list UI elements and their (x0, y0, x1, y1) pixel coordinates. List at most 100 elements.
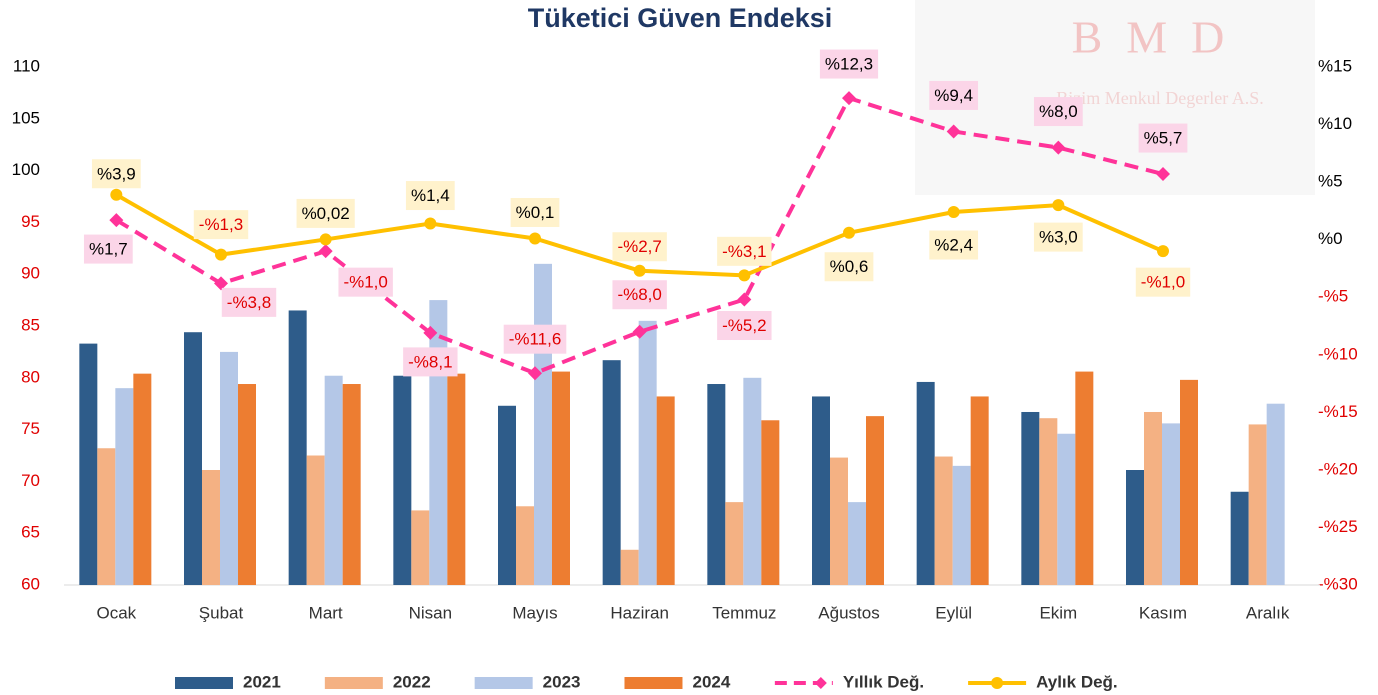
watermark: BMD (1072, 12, 1249, 63)
x-tick-label: Ocak (96, 603, 136, 622)
x-tick-label: Mart (309, 603, 343, 622)
data-label-text: -%1,3 (199, 215, 243, 234)
bar (220, 351, 238, 585)
bar (638, 320, 657, 585)
y-tick-label: 80 (21, 367, 40, 386)
x-tick-label: Mayıs (512, 603, 557, 622)
bar (1075, 371, 1094, 585)
data-label: -%1,0 (1135, 267, 1191, 297)
bar (202, 470, 220, 585)
y2-tick-label: -%10 (1318, 344, 1358, 363)
y-tick-label: 95 (21, 212, 40, 231)
x-tick-label: Haziran (610, 603, 669, 622)
y-tick-label: 70 (21, 471, 40, 490)
bar (534, 263, 552, 585)
bar (411, 510, 430, 585)
bar (288, 310, 307, 585)
legend-label: 2021 (243, 672, 281, 691)
data-label: %0,02 (296, 198, 355, 228)
data-label-bg (612, 232, 667, 262)
data-label: -%5,2 (717, 311, 772, 341)
bar (498, 405, 516, 585)
data-label-text: -%1,0 (343, 273, 387, 292)
y-tick-label: 90 (21, 264, 40, 283)
data-label: -%1,0 (338, 267, 393, 297)
bar (830, 457, 848, 585)
bar (656, 396, 675, 585)
x-tick-label: Şubat (199, 603, 244, 622)
x-tick-label: Ağustos (818, 603, 879, 622)
marker (947, 206, 960, 219)
bar (866, 416, 884, 585)
data-label-text: %0,6 (830, 257, 869, 276)
bar (1039, 418, 1058, 585)
data-label-bg (503, 324, 567, 354)
data-label: %0,1 (510, 197, 560, 227)
bar (1162, 423, 1180, 585)
legend-label: 2022 (393, 672, 431, 691)
bar (1180, 379, 1198, 585)
data-label-bg (929, 80, 979, 110)
legend-swatch (175, 677, 233, 689)
data-label: %12,3 (819, 49, 879, 79)
data-label-bg (91, 159, 141, 189)
legend-label: Yıllık Değ. (843, 672, 924, 691)
data-label-text: %2,4 (934, 236, 973, 255)
y2-tick-label: %5 (1318, 172, 1343, 191)
bar (761, 420, 780, 585)
data-label-bg (403, 347, 458, 377)
data-label: -%2,7 (612, 232, 667, 262)
marker (946, 124, 961, 139)
y-tick-label: 60 (21, 574, 40, 593)
marker (632, 324, 647, 339)
bar (238, 384, 256, 585)
data-label-bg (83, 234, 133, 264)
data-label-text: -%8,0 (617, 285, 661, 304)
data-label-text: %0,02 (302, 204, 350, 223)
x-tick-label: Aralık (1246, 603, 1290, 622)
bar (1021, 411, 1040, 585)
data-label: -%3,8 (221, 287, 277, 317)
data-label: %0,6 (824, 252, 874, 282)
bar (620, 549, 639, 585)
marker (319, 233, 332, 246)
data-label: %1,7 (83, 234, 133, 264)
bar (725, 502, 744, 585)
data-label-text: -%8,1 (408, 352, 452, 371)
bar (1230, 491, 1249, 585)
y2-tick-label: -%15 (1318, 402, 1358, 421)
data-label-bg (612, 280, 667, 310)
legend-swatch (624, 677, 683, 689)
data-label-text: -%1,0 (1141, 273, 1185, 292)
data-label: -%3,1 (717, 236, 772, 266)
data-label-text: %12,3 (825, 55, 873, 74)
data-label-bg (717, 311, 772, 341)
data-label-bg (338, 267, 393, 297)
bar (602, 360, 621, 585)
y2-tick-label: -%30 (1318, 574, 1358, 593)
marker (843, 226, 855, 239)
marker (1157, 245, 1169, 258)
bar (324, 375, 343, 585)
watermark-subtitle: Bizim Menkul Degerler A.S. (1056, 88, 1263, 108)
data-label-bg (1033, 97, 1083, 127)
data-label: %9,4 (929, 80, 979, 110)
data-label: -%11,6 (503, 324, 567, 354)
bar (306, 455, 325, 585)
marker (528, 366, 542, 381)
data-label: %1,4 (405, 181, 455, 211)
y2-tick-label: -%5 (1318, 287, 1348, 306)
bar (97, 448, 116, 585)
data-label-text: %9,4 (934, 86, 973, 105)
marker (737, 292, 752, 307)
marker (424, 217, 437, 230)
bar (1126, 470, 1144, 585)
bar (393, 375, 412, 585)
bar (447, 373, 466, 585)
bar (707, 384, 726, 585)
marker (215, 248, 227, 261)
bar (812, 396, 830, 585)
data-label-bg (193, 210, 249, 240)
data-label-text: -%11,6 (509, 330, 562, 349)
